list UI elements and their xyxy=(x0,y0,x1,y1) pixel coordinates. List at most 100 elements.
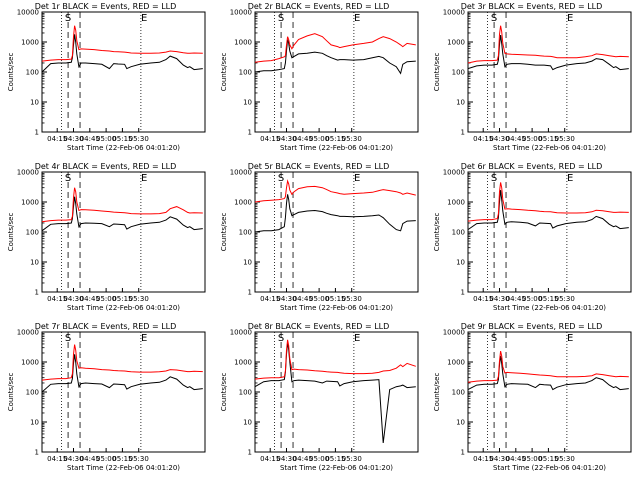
y-tick-label: 1000 xyxy=(447,199,465,207)
start-marker: S xyxy=(65,13,71,24)
chart-svg: Det 2r BLACK = Events, RED = LLD 1 10 100 10… xyxy=(220,2,419,152)
y-axis-label: Counts/sec xyxy=(433,373,441,412)
lld-series-line xyxy=(467,25,629,64)
x-tick-label: 04:45 xyxy=(80,295,100,303)
end-marker: E xyxy=(141,173,147,184)
y-tick-label: 1 xyxy=(35,289,39,297)
y-tick-label: 1 xyxy=(248,289,252,297)
plot-frame xyxy=(254,11,419,133)
x-tick-label: 04:15 xyxy=(260,295,280,303)
events-series-line xyxy=(467,355,629,391)
y-tick-label: 1000 xyxy=(234,359,252,367)
x-tick-label: 04:30 xyxy=(276,295,296,303)
x-tick-label: 05:15 xyxy=(538,295,558,303)
y-tick-label: 10000 xyxy=(443,9,465,17)
events-series-line xyxy=(41,34,203,73)
x-tick-label: 05:30 xyxy=(555,295,575,303)
y-tick-label: 1 xyxy=(248,449,252,457)
y-tick-label: 10000 xyxy=(443,329,465,337)
lld-series-line xyxy=(41,187,203,223)
x-tick-label: 04:30 xyxy=(63,455,83,463)
x-tick-label: 05:00 xyxy=(96,295,116,303)
y-tick-label: 100 xyxy=(452,229,465,237)
y-tick-label: 1 xyxy=(35,129,39,137)
chart-title: Det 5r BLACK = Events, RED = LLD xyxy=(248,162,390,171)
y-tick-label: 1000 xyxy=(447,39,465,47)
y-tick-label: 100 xyxy=(452,389,465,397)
x-tick-label: 05:00 xyxy=(522,135,542,143)
detector-panel-5: Det 5r BLACK = Events, RED = LLD 1 10 100 10… xyxy=(213,160,426,320)
x-tick-label: 05:30 xyxy=(129,455,149,463)
end-marker: E xyxy=(141,13,147,24)
y-tick-label: 1 xyxy=(461,289,465,297)
events-series-line xyxy=(254,342,416,444)
y-tick-label: 10 xyxy=(243,259,252,267)
y-tick-label: 1000 xyxy=(21,359,39,367)
x-tick-label: 04:30 xyxy=(489,135,509,143)
lld-series-line xyxy=(467,182,629,222)
events-series-line xyxy=(254,194,416,233)
chart-title: Det 3r BLACK = Events, RED = LLD xyxy=(461,2,603,11)
x-tick-label: 04:30 xyxy=(489,455,509,463)
events-series-line xyxy=(254,39,416,75)
y-tick-label: 10 xyxy=(243,99,252,107)
x-tick-label: 04:45 xyxy=(80,135,100,143)
x-tick-label: 05:00 xyxy=(309,135,329,143)
x-tick-label: 04:45 xyxy=(506,455,526,463)
x-axis-label: Start Time (22-Feb-06 04:01:20) xyxy=(493,144,606,152)
y-tick-label: 10 xyxy=(30,259,39,267)
plot-frame xyxy=(254,171,419,293)
y-tick-label: 10000 xyxy=(230,9,252,17)
y-tick-label: 10 xyxy=(456,259,465,267)
lld-series-line xyxy=(254,339,416,380)
x-tick-label: 05:15 xyxy=(325,295,345,303)
y-tick-label: 1000 xyxy=(234,199,252,207)
y-axis-label: Counts/sec xyxy=(433,213,441,252)
lld-series-line xyxy=(254,179,416,203)
x-tick-label: 04:15 xyxy=(47,135,67,143)
y-tick-label: 10 xyxy=(30,99,39,107)
end-marker: E xyxy=(354,333,360,344)
x-axis-label: Start Time (22-Feb-06 04:01:20) xyxy=(493,304,606,312)
lld-series-line xyxy=(467,350,629,383)
x-tick-label: 05:00 xyxy=(309,295,329,303)
x-tick-label: 05:30 xyxy=(555,455,575,463)
start-marker: S xyxy=(65,173,71,184)
plot-frame xyxy=(467,331,632,453)
x-tick-label: 05:15 xyxy=(112,455,132,463)
y-tick-label: 10000 xyxy=(17,329,39,337)
lld-series-line xyxy=(254,33,416,63)
detector-panel-8: Det 8r BLACK = Events, RED = LLD 1 10 100 10… xyxy=(213,320,426,480)
chart-title: Det 1r BLACK = Events, RED = LLD xyxy=(35,2,177,11)
y-tick-label: 10 xyxy=(456,99,465,107)
end-marker: E xyxy=(567,333,573,344)
x-axis-label: Start Time (22-Feb-06 04:01:20) xyxy=(67,464,180,472)
plot-frame xyxy=(41,11,206,133)
x-tick-label: 05:00 xyxy=(522,455,542,463)
x-tick-label: 05:00 xyxy=(309,455,329,463)
x-tick-label: 05:30 xyxy=(129,135,149,143)
plot-frame xyxy=(467,171,632,293)
chart-svg: Det 4r BLACK = Events, RED = LLD 1 10 100 10… xyxy=(7,162,206,312)
chart-svg: Det 3r BLACK = Events, RED = LLD 1 10 100 10… xyxy=(433,2,632,152)
start-marker: S xyxy=(491,173,497,184)
chart-title: Det 2r BLACK = Events, RED = LLD xyxy=(248,2,390,11)
detector-panel-9: Det 9r BLACK = Events, RED = LLD 1 10 100 10… xyxy=(426,320,639,480)
x-axis-label: Start Time (22-Feb-06 04:01:20) xyxy=(493,464,606,472)
y-tick-label: 100 xyxy=(239,229,252,237)
x-tick-label: 05:00 xyxy=(522,295,542,303)
y-axis-label: Counts/sec xyxy=(220,373,228,412)
detector-panel-2: Det 2r BLACK = Events, RED = LLD 1 10 100 10… xyxy=(213,0,426,160)
x-tick-label: 05:15 xyxy=(325,455,345,463)
y-tick-label: 100 xyxy=(239,389,252,397)
x-tick-label: 05:15 xyxy=(325,135,345,143)
y-tick-label: 1 xyxy=(248,129,252,137)
plot-frame xyxy=(41,331,206,453)
end-marker: E xyxy=(354,13,360,24)
detector-panel-1: Det 1r BLACK = Events, RED = LLD 1 10 100 10… xyxy=(0,0,213,160)
events-series-line xyxy=(467,190,629,231)
end-marker: E xyxy=(354,173,360,184)
x-tick-label: 04:45 xyxy=(506,135,526,143)
events-series-line xyxy=(41,354,203,393)
chart-title: Det 7r BLACK = Events, RED = LLD xyxy=(35,322,177,331)
